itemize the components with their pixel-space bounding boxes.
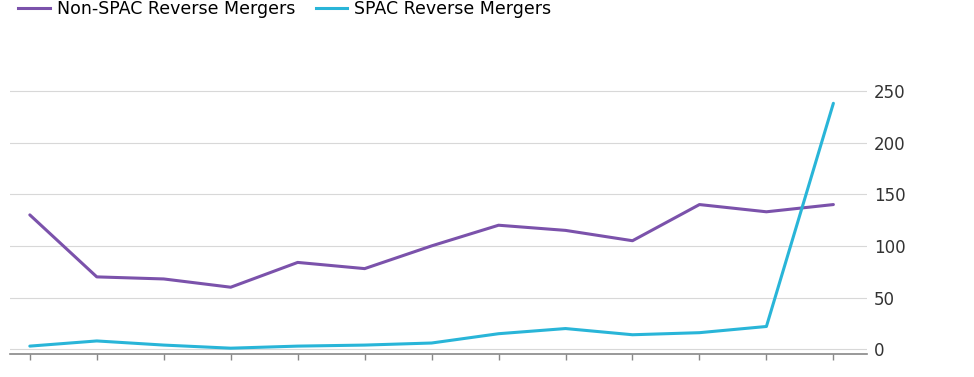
Legend: Non-SPAC Reverse Mergers, SPAC Reverse Mergers: Non-SPAC Reverse Mergers, SPAC Reverse M… <box>19 0 551 18</box>
